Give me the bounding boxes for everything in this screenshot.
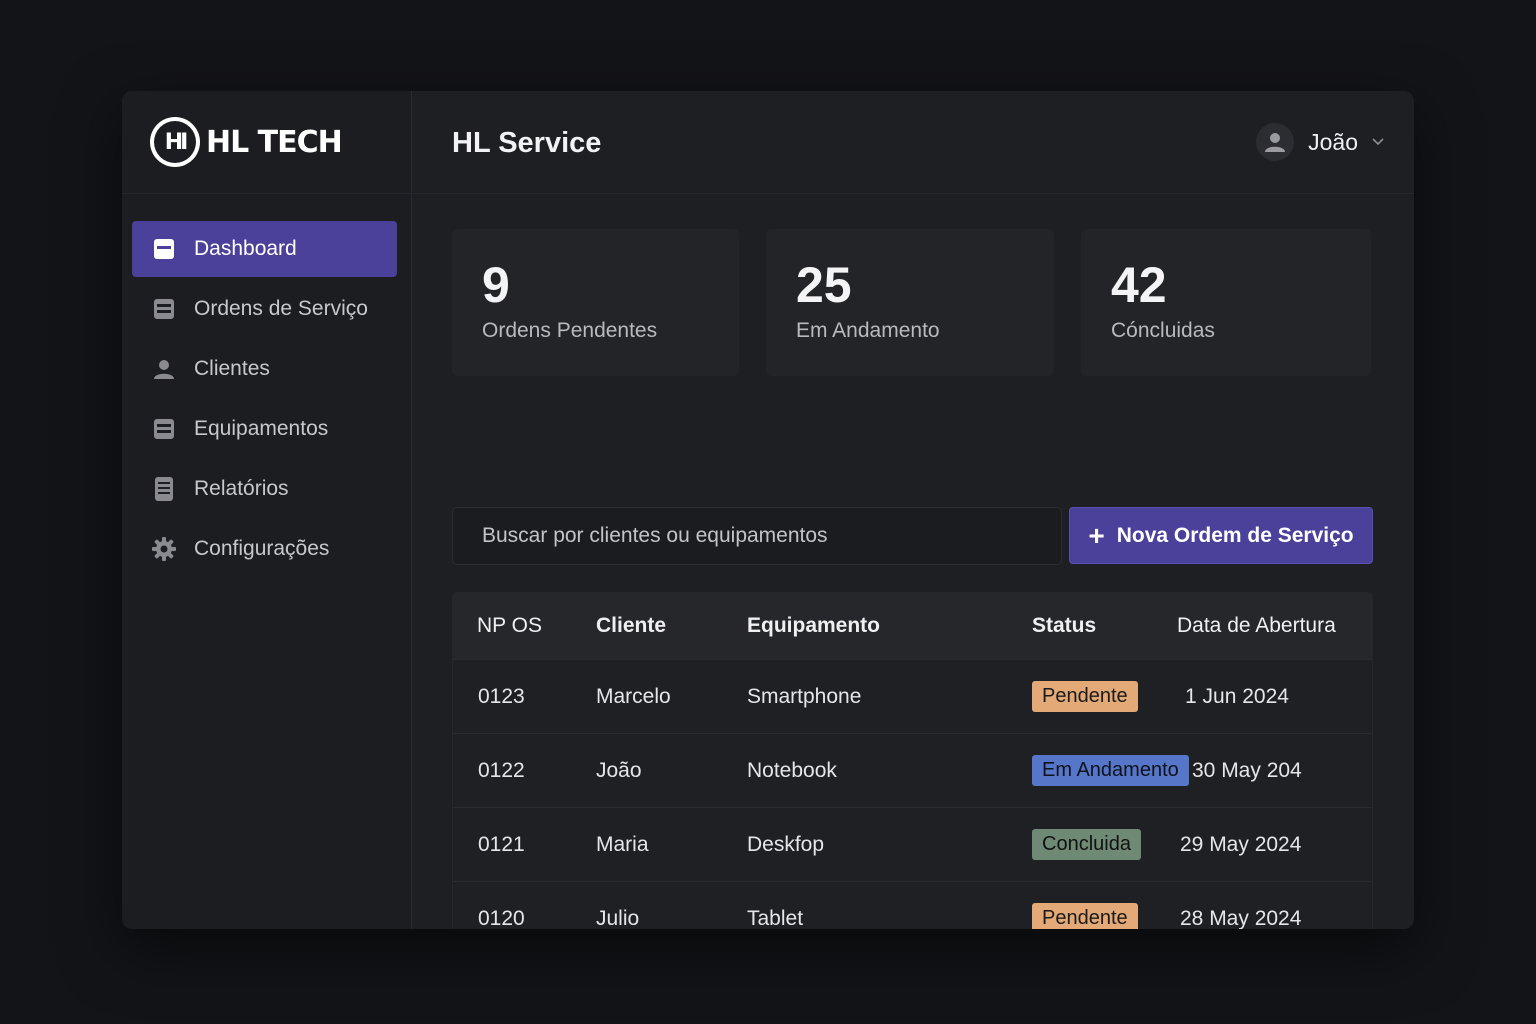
cell-cliente: João [596,758,642,782]
stat-label: Ordens Pendentes [482,319,658,342]
logo: HI [150,117,200,167]
sidebar-item-label: Dashboard [194,237,297,260]
new-order-label: Nova Ordem de Serviço [1116,523,1354,547]
app-window: HI HL TECH Dashboard Ordens de Serviço [122,91,1414,929]
cell-os: 0122 [478,758,525,782]
stat-value: 42 [1111,257,1167,313]
dashboard-icon [152,237,176,261]
stat-value: 9 [482,257,510,313]
avatar [1256,123,1295,161]
stat-value: 25 [796,257,852,313]
search-input[interactable] [452,507,1062,565]
table-row[interactable]: 0123 Marcelo Smartphone Pendente 1 Jun 2… [453,659,1372,733]
sidebar-item-label: Configurações [194,537,330,560]
cell-os: 0121 [478,832,525,856]
sidebar-nav: Dashboard Ordens de Serviço Clientes Equ… [132,221,397,581]
cell-cliente: Julio [596,906,640,930]
table-row[interactable]: 0121 Maria Deskfop Concluida 29 May 2024 [453,807,1372,881]
cell-os: 0123 [478,684,525,708]
user-name: João [1308,128,1358,155]
column-header-data[interactable]: Data de Abertura [1177,614,1336,637]
cell-data: 29 May 2024 [1180,832,1302,856]
brand[interactable]: HI HL TECH [150,116,343,168]
cell-cliente: Marcelo [596,684,671,708]
cell-equipamento: Notebook [747,758,837,782]
cell-cliente: Maria [596,832,649,856]
stat-card-pendentes: 9 Ordens Pendentes [452,229,739,376]
cell-equipamento: Tablet [747,906,804,930]
column-header-cliente[interactable]: Cliente [596,614,667,637]
status-badge: Em Andamento [1032,755,1189,786]
page-title: HL Service [452,127,602,159]
sidebar-item-label: Equipamentos [194,417,329,440]
plus-icon: + [1088,519,1105,551]
sidebar-item-label: Relatórios [194,477,289,500]
status-badge: Pendente [1032,681,1138,712]
cell-equipamento: Smartphone [747,684,862,708]
cell-os: 0120 [478,906,525,930]
sidebar-divider [122,193,412,194]
new-order-button[interactable]: + Nova Ordem de Serviço [1069,507,1373,564]
table-header: NP OS Cliente Equipamento Status Data de… [453,593,1372,659]
logo-mark: HI [154,121,196,163]
status-badge: Pendente [1032,903,1138,929]
list-icon [152,417,176,441]
table-row[interactable]: 0120 Julio Tablet Pendente 28 May 2024 [453,881,1372,929]
cell-data: 28 May 2024 [1180,906,1302,930]
user-icon [152,357,176,381]
cell-equipamento: Deskfop [747,832,825,856]
status-badge: Concluida [1032,829,1141,860]
sidebar-item-configuracoes[interactable]: Configurações [132,521,397,577]
sidebar: HI HL TECH Dashboard Ordens de Serviço [122,91,412,929]
brand-name: HL TECH [206,124,343,160]
report-icon [152,477,176,501]
stat-label: Em Andamento [796,319,940,342]
stats-row: 9 Ordens Pendentes 25 Em Andamento 42 Có… [452,229,1371,376]
sidebar-item-label: Ordens de Serviço [194,297,368,320]
column-header-os[interactable]: NP OS [477,614,542,637]
list-icon [152,297,176,321]
table-row[interactable]: 0122 João Notebook Em Andamento 30 May 2… [453,733,1372,807]
column-header-equipamento[interactable]: Equipamento [747,614,881,637]
column-header-status[interactable]: Status [1032,614,1097,637]
user-menu[interactable]: João [1256,123,1384,161]
main-content: 9 Ordens Pendentes 25 Em Andamento 42 Có… [412,194,1414,929]
topbar: HL Service João [412,91,1414,194]
sidebar-item-dashboard[interactable]: Dashboard [132,221,397,277]
sidebar-item-relatorios[interactable]: Relatórios [132,461,397,517]
sidebar-item-clientes[interactable]: Clientes [132,341,397,397]
chevron-down-icon [1372,133,1384,151]
stat-label: Cóncluidas [1111,319,1215,342]
sidebar-item-label: Clientes [194,357,270,380]
cell-data: 30 May 204 [1192,758,1302,782]
user-icon [1265,133,1286,152]
sidebar-item-ordens-de-servico[interactable]: Ordens de Serviço [132,281,397,337]
stat-card-andamento: 25 Em Andamento [766,229,1054,376]
stat-card-concluidas: 42 Cóncluidas [1081,229,1371,376]
orders-table: NP OS Cliente Equipamento Status Data de… [452,592,1373,929]
cell-data: 1 Jun 2024 [1185,684,1289,708]
sidebar-item-equipamentos[interactable]: Equipamentos [132,401,397,457]
gear-icon [152,537,176,561]
